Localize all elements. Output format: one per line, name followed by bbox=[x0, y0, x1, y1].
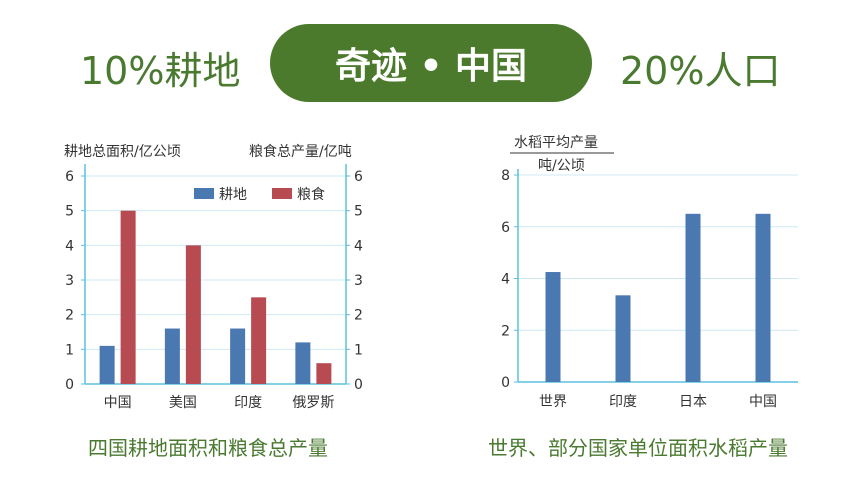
y-axis-label-left: 耕地总面积/亿公顷 bbox=[64, 143, 181, 160]
y-tick-label: 8 bbox=[501, 168, 510, 184]
x-tick-label: 俄罗斯 bbox=[292, 395, 334, 411]
y-tick-label: 0 bbox=[501, 375, 510, 391]
y-tick-label-right: 4 bbox=[354, 238, 363, 254]
y-tick-label-left: 4 bbox=[65, 238, 74, 254]
y-tick-label: 2 bbox=[501, 323, 510, 339]
y-axis-label-bottom: 吨/公顷 bbox=[538, 158, 585, 174]
header-right-text: 20%人口 bbox=[620, 49, 781, 93]
bar-粮食 bbox=[185, 245, 201, 384]
y-tick-label-left: 6 bbox=[65, 169, 74, 185]
legend-label: 耕地 bbox=[219, 186, 247, 203]
x-tick-label: 印度 bbox=[609, 394, 637, 410]
y-tick-label: 4 bbox=[501, 272, 510, 288]
x-tick-label: 中国 bbox=[749, 394, 777, 410]
y-tick-label-right: 3 bbox=[354, 273, 363, 289]
bar bbox=[685, 213, 701, 382]
bar-粮食 bbox=[120, 210, 136, 384]
y-tick-label-right: 5 bbox=[354, 204, 363, 220]
bar-耕地 bbox=[99, 345, 115, 384]
y-tick-label-left: 0 bbox=[65, 377, 74, 393]
header-title-pill: 奇迹 • 中国 bbox=[270, 24, 592, 102]
bar-耕地 bbox=[164, 328, 180, 384]
bar-耕地 bbox=[230, 328, 246, 384]
y-tick-label-right: 2 bbox=[354, 308, 363, 324]
y-tick-label-left: 3 bbox=[65, 273, 74, 289]
y-tick-label-left: 5 bbox=[65, 204, 74, 220]
x-tick-label: 日本 bbox=[679, 394, 707, 410]
bar bbox=[545, 272, 561, 382]
x-tick-label: 印度 bbox=[234, 395, 262, 411]
legend-swatch bbox=[194, 188, 214, 199]
bar bbox=[615, 295, 631, 382]
bar-粮食 bbox=[316, 363, 332, 384]
legend-swatch bbox=[272, 188, 292, 199]
chart1-caption: 四国耕地面积和粮食总产量 bbox=[88, 436, 328, 460]
chart2-caption: 世界、部分国家单位面积水稻产量 bbox=[488, 436, 788, 460]
x-tick-label: 美国 bbox=[169, 395, 197, 411]
bar-耕地 bbox=[295, 342, 311, 384]
y-tick-label: 6 bbox=[501, 220, 510, 236]
y-tick-label-right: 0 bbox=[354, 377, 363, 393]
y-tick-label-right: 1 bbox=[354, 342, 363, 358]
x-tick-label: 世界 bbox=[539, 394, 567, 410]
x-tick-label: 中国 bbox=[104, 395, 132, 411]
legend-label: 粮食 bbox=[297, 186, 325, 203]
y-axis-label-top: 水稻平均产量 bbox=[514, 135, 598, 151]
bar bbox=[755, 213, 771, 382]
bar-粮食 bbox=[251, 297, 267, 384]
header-left-text: 10%耕地 bbox=[80, 49, 241, 93]
y-tick-label-left: 1 bbox=[65, 342, 74, 358]
y-axis-label-right: 粮食总产量/亿吨 bbox=[249, 143, 352, 160]
y-tick-label-left: 2 bbox=[65, 308, 74, 324]
header-title: 奇迹 • 中国 bbox=[334, 46, 528, 87]
y-tick-label-right: 6 bbox=[354, 169, 363, 185]
